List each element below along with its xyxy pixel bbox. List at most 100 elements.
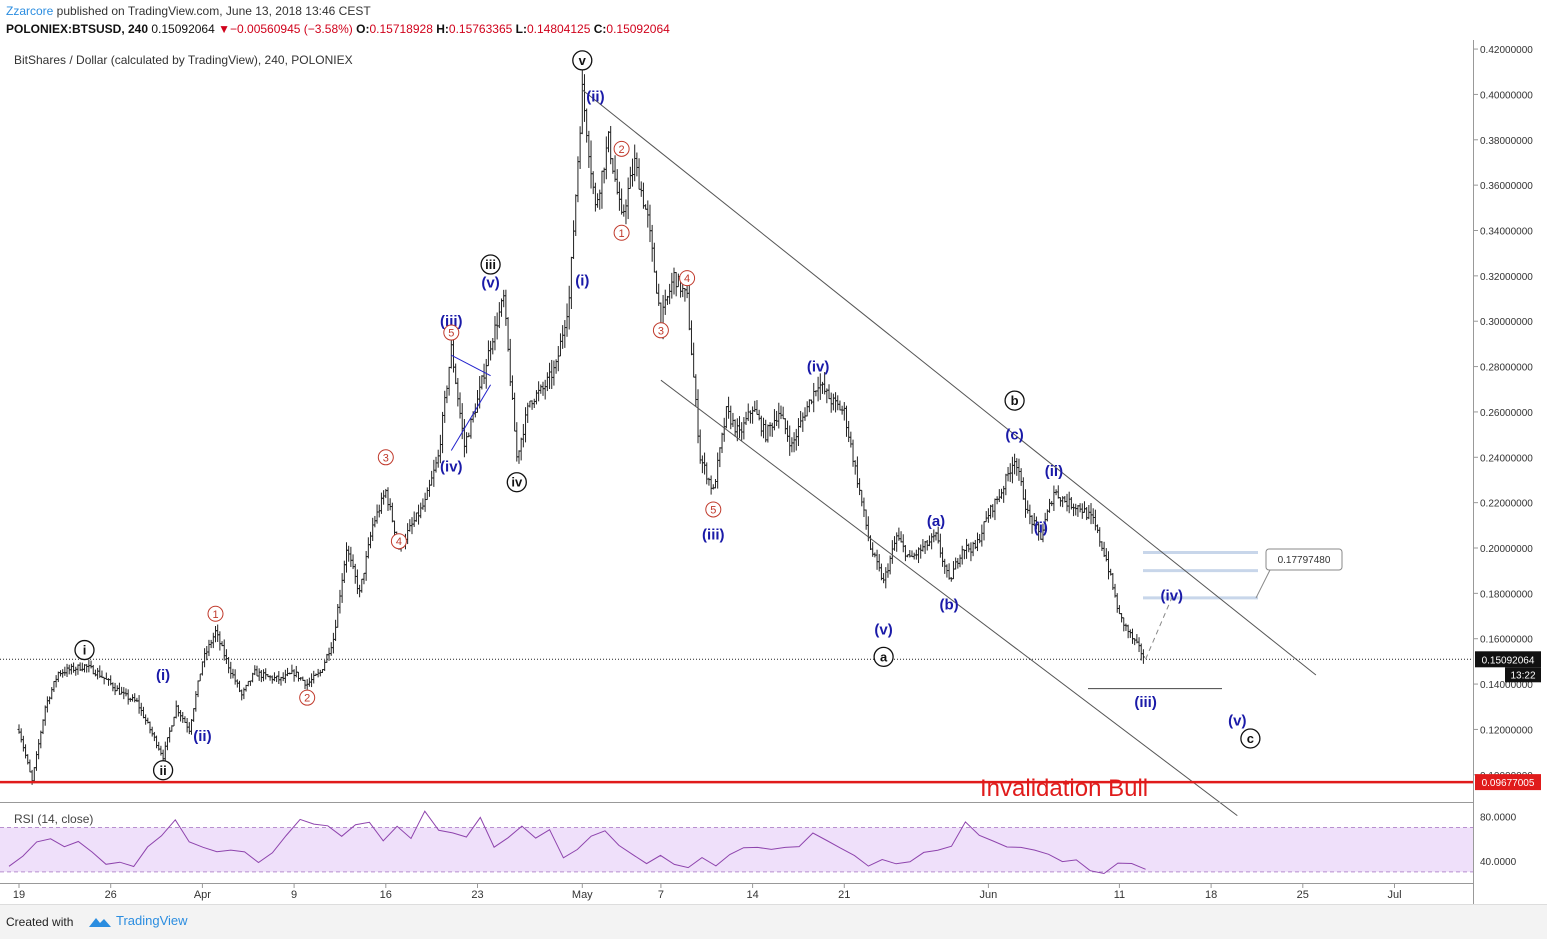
wave-label: (v) xyxy=(1228,712,1246,729)
wave-text: 1 xyxy=(619,228,625,240)
wave-text: 1 xyxy=(212,609,218,621)
wave-label: 5 xyxy=(705,501,722,518)
main-pane-bg xyxy=(0,40,1473,802)
wave-text: a xyxy=(880,649,888,664)
channel-upper-line xyxy=(581,89,1317,676)
wave-label: (i) xyxy=(1034,520,1048,537)
wave-text: (ii) xyxy=(193,728,211,745)
price-axis-label: 0.38000000 xyxy=(1480,136,1533,147)
low-label: L: xyxy=(515,22,527,36)
wave-label: iii xyxy=(480,254,501,275)
wave-circle xyxy=(152,760,174,781)
wave-label: iv xyxy=(506,472,527,493)
time-axis-label: 26 xyxy=(105,889,117,901)
drawing-lines xyxy=(0,89,1473,817)
wave-label: (iv) xyxy=(1161,588,1184,605)
high-value: 0.15763365 xyxy=(448,22,513,36)
tradingview-brand-text: TradingView xyxy=(116,913,188,928)
time-axis-label: 25 xyxy=(1297,889,1309,901)
wave-label: (v) xyxy=(481,275,499,292)
price-axis-label: 0.12000000 xyxy=(1480,725,1533,736)
wave-circle xyxy=(443,324,460,341)
wave-label: (iii) xyxy=(440,313,463,330)
wave-circle xyxy=(506,472,527,493)
countdown-tag-text: 13:22 xyxy=(1510,670,1535,681)
wave-circle xyxy=(652,322,669,339)
time-axis-label: Apr xyxy=(194,889,211,901)
wave-label: c xyxy=(1240,728,1261,749)
price-axis-label: 0.30000000 xyxy=(1480,317,1533,328)
price-axis-label: 0.16000000 xyxy=(1480,635,1533,646)
wave-label: (c) xyxy=(1005,427,1023,444)
wedge-line-0 xyxy=(450,384,492,451)
wave-text: (i) xyxy=(156,667,170,684)
wave-text: (iv) xyxy=(1161,588,1184,605)
wave-label: (iii) xyxy=(702,526,725,543)
countdown-tag xyxy=(1505,667,1541,683)
time-axis-label: 9 xyxy=(291,889,297,901)
close-value: 0.15092064 xyxy=(606,22,670,36)
price-axis-label: 0.28000000 xyxy=(1480,363,1533,374)
wave-circle xyxy=(705,501,722,518)
wave-text: (iii) xyxy=(702,526,725,543)
wave-circle xyxy=(74,639,95,661)
time-axis-label: Jul xyxy=(1387,889,1401,901)
wave-text: (ii) xyxy=(586,89,604,106)
target-callout[interactable]: 0.17797480 xyxy=(1265,548,1343,571)
tradingview-logo-icon xyxy=(89,917,111,927)
price-bars xyxy=(17,69,1145,785)
wave-text: 5 xyxy=(448,328,454,340)
wave-label: 2 xyxy=(613,140,630,157)
wave-text: (v) xyxy=(1228,712,1246,729)
wave-text: ii xyxy=(159,763,166,778)
time-axis-label: 18 xyxy=(1205,889,1217,901)
price-tags: 0.15092064 13:22 0.09677005 xyxy=(1475,651,1541,791)
wave-circle xyxy=(613,140,630,157)
wave-label: (iii) xyxy=(1134,694,1157,711)
wave-text: 2 xyxy=(304,693,310,705)
wave-label: (iv) xyxy=(440,458,463,475)
wave-text: c xyxy=(1247,731,1254,746)
price-axis-label: 0.24000000 xyxy=(1480,453,1533,464)
wedge-line-1 xyxy=(451,354,491,377)
price-axis-label: 0.14000000 xyxy=(1480,680,1533,691)
invalidation-tag-text: 0.09677005 xyxy=(1482,778,1535,789)
author-link[interactable]: Zzarcore xyxy=(6,4,54,18)
wave-text: (i) xyxy=(1034,520,1048,537)
change-value: −0.00560945 (−3.58%) xyxy=(230,22,353,36)
time-axis-label: 14 xyxy=(746,889,758,901)
projection-line xyxy=(1145,597,1173,660)
channel-lower-line xyxy=(660,379,1238,817)
wave-label: b xyxy=(1004,390,1025,411)
rsi-axis-label: 80.0000 xyxy=(1480,812,1517,823)
wave-text: iii xyxy=(485,257,496,272)
wave-circle xyxy=(613,224,630,241)
low-value: 0.14804125 xyxy=(526,22,591,36)
wave-text: 3 xyxy=(658,325,664,337)
rsi-pane xyxy=(0,810,1473,875)
time-axis-label: 7 xyxy=(658,889,664,901)
time-axis[interactable]: 19 26 Apr 9 16 23 May 7 14 21 Jun 11 18 25 Jul xyxy=(13,883,1402,901)
wave-label: 3 xyxy=(652,322,669,339)
wave-text: (ii) xyxy=(1045,463,1063,480)
wave-text: 5 xyxy=(710,504,716,516)
target-box xyxy=(1265,548,1343,571)
rsi-axis: 80.0000 40.0000 xyxy=(1480,812,1517,867)
wave-label: 1 xyxy=(613,224,630,241)
wave-text: 2 xyxy=(619,144,625,156)
wave-text: 4 xyxy=(684,273,690,285)
last-price-tag xyxy=(1475,651,1541,668)
wave-text: 4 xyxy=(396,536,402,548)
tradingview-link[interactable]: TradingView xyxy=(88,913,188,929)
time-axis-label: 11 xyxy=(1114,889,1125,901)
wave-circle xyxy=(207,605,224,622)
rsi-axis-label: 40.0000 xyxy=(1480,857,1517,868)
created-with-text: Created with xyxy=(6,915,74,929)
wave-label: 2 xyxy=(299,689,316,706)
publish-info: published on TradingView.com, June 13, 2… xyxy=(53,4,371,18)
wave-text: b xyxy=(1011,393,1019,408)
pane-separators xyxy=(0,40,1474,904)
open-value: 0.15718928 xyxy=(369,22,433,36)
